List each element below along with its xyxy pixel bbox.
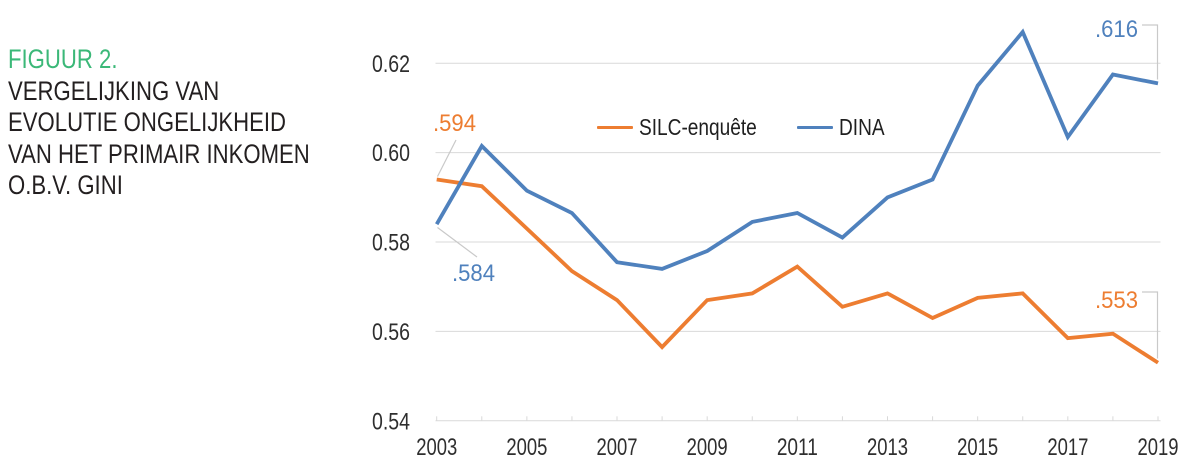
figure-title-line-4: O.B.V. GINI xyxy=(8,170,123,200)
legend-swatch-silc xyxy=(597,125,633,130)
figure-title-block: FIGUUR 2. VERGELIJKING VAN EVOLUTIE ONGE… xyxy=(8,44,310,202)
annotation-label-584: .584 xyxy=(452,260,495,287)
figure-title-line-2: EVOLUTIE ONGELIJKHEID xyxy=(8,107,287,137)
annotation-leader-594 xyxy=(436,139,457,177)
x-axis-tick-label: 2003 xyxy=(416,434,457,461)
x-axis-tick-label: 2017 xyxy=(1047,434,1088,461)
annotation-label-594: .594 xyxy=(433,110,476,137)
x-axis-tick-label: 2019 xyxy=(1137,434,1178,461)
annotation-label-553: .553 xyxy=(1095,287,1138,314)
annotation-leader-616 xyxy=(1142,24,1159,80)
series-line-silc xyxy=(436,177,1160,365)
annotation-leader-553 xyxy=(1142,291,1159,359)
legend-label-dina: DINA xyxy=(839,114,885,140)
figure-title-line-3: VAN HET PRIMAIR INKOMEN xyxy=(8,138,310,169)
y-axis-tick-label: 0.62 xyxy=(372,51,410,78)
x-axis-tick-label: 2007 xyxy=(597,434,638,461)
series-line-dina xyxy=(435,28,1159,271)
y-axis-tick-label: 0.56 xyxy=(372,319,410,346)
annotation-label-616: .616 xyxy=(1095,16,1138,43)
figure-title-line-1: VERGELIJKING VAN xyxy=(8,75,220,106)
legend-swatch-dina xyxy=(797,125,833,130)
y-axis-tick-label: 0.60 xyxy=(372,140,410,167)
x-axis-tick-label: 2005 xyxy=(506,434,547,461)
x-axis-tick-label: 2013 xyxy=(867,434,908,461)
x-axis-tick-label: 2011 xyxy=(777,434,818,461)
legend-label-silc: SILC-enquête xyxy=(639,114,757,140)
x-axis-tick-label: 2009 xyxy=(687,434,728,461)
figure-label: FIGUUR 2. xyxy=(8,44,118,74)
legend-item-silc: SILC-enquête xyxy=(597,114,781,141)
x-axis-tick-label: 2015 xyxy=(957,434,998,461)
legend-item-dina: DINA xyxy=(797,114,894,141)
y-axis-tick-label: 0.58 xyxy=(372,230,410,257)
y-axis-tick-label: 0.54 xyxy=(372,408,410,435)
annotation-leader-584 xyxy=(437,227,478,258)
